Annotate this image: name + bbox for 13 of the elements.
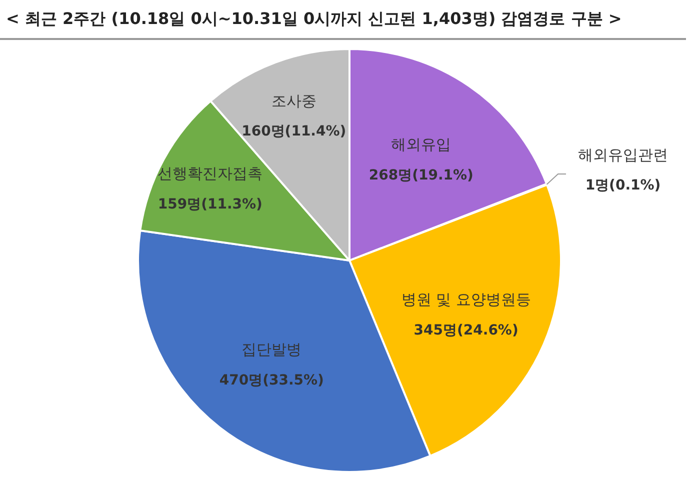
chart-title: < 최근 2주간 (10.18일 0시~10.31일 0시까지 신고된 1,403명) 감염경로 구분 > bbox=[0, 0, 686, 40]
slice-label: 병원 및 요양병원등 bbox=[401, 290, 531, 309]
slice-label: 선행확진자접촉 bbox=[158, 164, 263, 183]
slice-label: 조사중 bbox=[271, 92, 316, 110]
slice-label: 해외유입 bbox=[391, 136, 452, 154]
data-label: 470명(33.5%) bbox=[219, 372, 324, 388]
data-label: 268명(19.1%) bbox=[368, 167, 474, 184]
slice-label: 집단발병 bbox=[242, 340, 302, 359]
data-label: 345명(24.6%) bbox=[414, 322, 518, 338]
data-label: 159명(11.3%) bbox=[158, 196, 262, 212]
data-label: 1명(0.1%) bbox=[585, 178, 661, 194]
data-label: 160명(11.4%) bbox=[242, 124, 346, 140]
slice-label: 해외유입관련 bbox=[578, 146, 668, 164]
